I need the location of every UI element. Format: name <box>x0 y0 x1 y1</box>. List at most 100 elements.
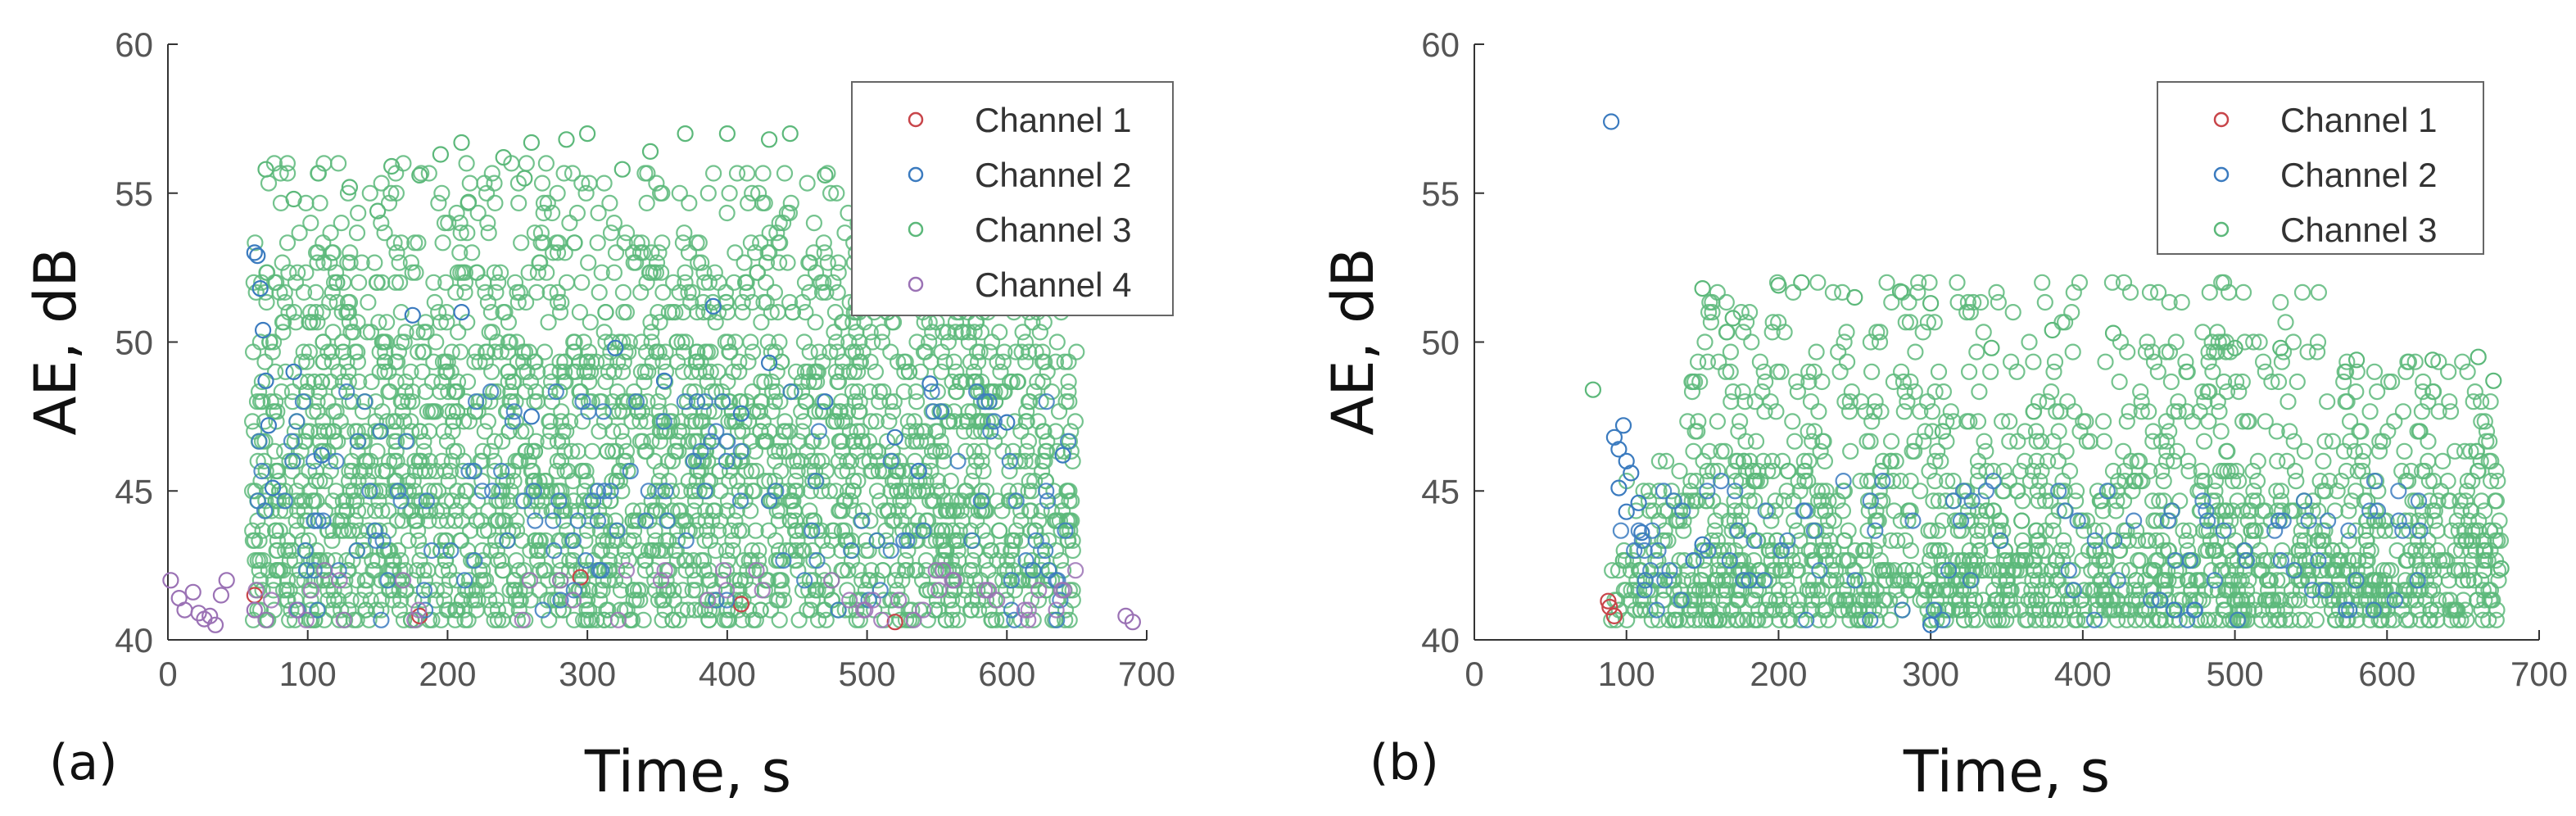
data-point <box>517 293 535 311</box>
data-point <box>643 433 660 450</box>
data-point <box>359 452 376 470</box>
data-point <box>937 551 954 569</box>
data-point <box>650 244 668 261</box>
data-point <box>338 353 355 370</box>
data-point <box>839 462 856 480</box>
data-point <box>695 452 713 470</box>
data-point <box>1059 483 1076 500</box>
data-point <box>658 572 675 589</box>
data-point <box>718 125 736 143</box>
data-point <box>371 522 388 539</box>
data-point <box>994 353 1012 370</box>
data-point <box>2155 472 2172 490</box>
data-point <box>551 363 568 380</box>
data-point <box>1842 442 1859 460</box>
data-point <box>298 353 315 370</box>
data-point <box>410 532 428 549</box>
data-point <box>815 234 832 252</box>
data-point <box>740 194 757 211</box>
data-point <box>1001 462 1018 480</box>
data-point <box>469 492 487 510</box>
data-point <box>737 483 754 500</box>
data-point <box>464 244 481 261</box>
data-point <box>685 551 702 569</box>
data-point <box>977 551 994 569</box>
data-point <box>581 373 598 391</box>
data-point <box>672 483 690 500</box>
data-point <box>501 333 518 351</box>
data-point <box>348 611 365 628</box>
data-point <box>805 572 822 589</box>
data-point <box>434 502 451 519</box>
data-point <box>668 532 686 549</box>
data-point <box>517 383 534 401</box>
data-point <box>524 462 541 480</box>
data-point <box>793 403 810 420</box>
data-point <box>1034 373 1052 391</box>
data-point <box>265 582 282 599</box>
data-point <box>841 423 859 440</box>
data-point <box>549 452 567 470</box>
data-point <box>926 582 944 599</box>
data-point <box>816 244 833 261</box>
data-point <box>1907 343 1924 360</box>
data-point <box>550 601 568 619</box>
data-point <box>1618 503 1635 520</box>
data-point <box>748 462 765 480</box>
data-point <box>552 452 570 470</box>
data-point <box>618 224 636 242</box>
data-point <box>609 383 626 401</box>
data-point <box>943 492 960 510</box>
data-point <box>583 442 601 460</box>
data-point <box>690 483 708 500</box>
data-point <box>556 353 573 370</box>
data-point <box>998 582 1015 599</box>
data-point <box>551 353 568 370</box>
data-point <box>523 492 540 510</box>
data-point <box>340 304 357 321</box>
data-point <box>801 502 818 519</box>
data-point <box>827 363 845 380</box>
data-point <box>488 542 506 560</box>
data-point <box>542 363 559 380</box>
data-point <box>849 442 866 460</box>
data-point <box>349 502 367 519</box>
data-point <box>339 562 356 579</box>
data-point <box>409 324 426 341</box>
data-point <box>474 551 491 569</box>
data-point <box>743 462 760 480</box>
data-point <box>2043 383 2060 401</box>
data-point <box>430 304 447 321</box>
data-point <box>338 551 355 569</box>
panel-label: (a) <box>49 734 118 791</box>
data-point <box>871 492 889 510</box>
data-point <box>293 353 310 370</box>
data-point <box>742 582 760 599</box>
data-point <box>566 343 583 360</box>
data-point <box>699 522 716 539</box>
data-point <box>781 423 799 440</box>
data-point <box>983 333 1001 351</box>
data-point <box>1906 433 1923 450</box>
data-point <box>507 452 524 470</box>
data-point <box>681 194 698 211</box>
data-point <box>679 522 696 539</box>
data-point <box>668 442 685 460</box>
data-point <box>613 483 631 500</box>
data-point <box>451 532 469 549</box>
legend-entry: Channel 4 <box>975 265 1131 304</box>
data-point <box>1786 433 1804 450</box>
data-point <box>316 472 333 490</box>
data-point <box>884 403 902 420</box>
data-point <box>1836 532 1854 549</box>
data-point <box>351 373 368 391</box>
data-point <box>1878 274 1895 291</box>
data-point <box>411 551 428 569</box>
data-point <box>636 562 654 579</box>
data-point <box>654 592 671 609</box>
data-point <box>414 363 431 380</box>
data-point <box>674 234 692 252</box>
data-point <box>879 502 897 519</box>
data-point <box>278 234 297 252</box>
data-point <box>548 462 565 480</box>
